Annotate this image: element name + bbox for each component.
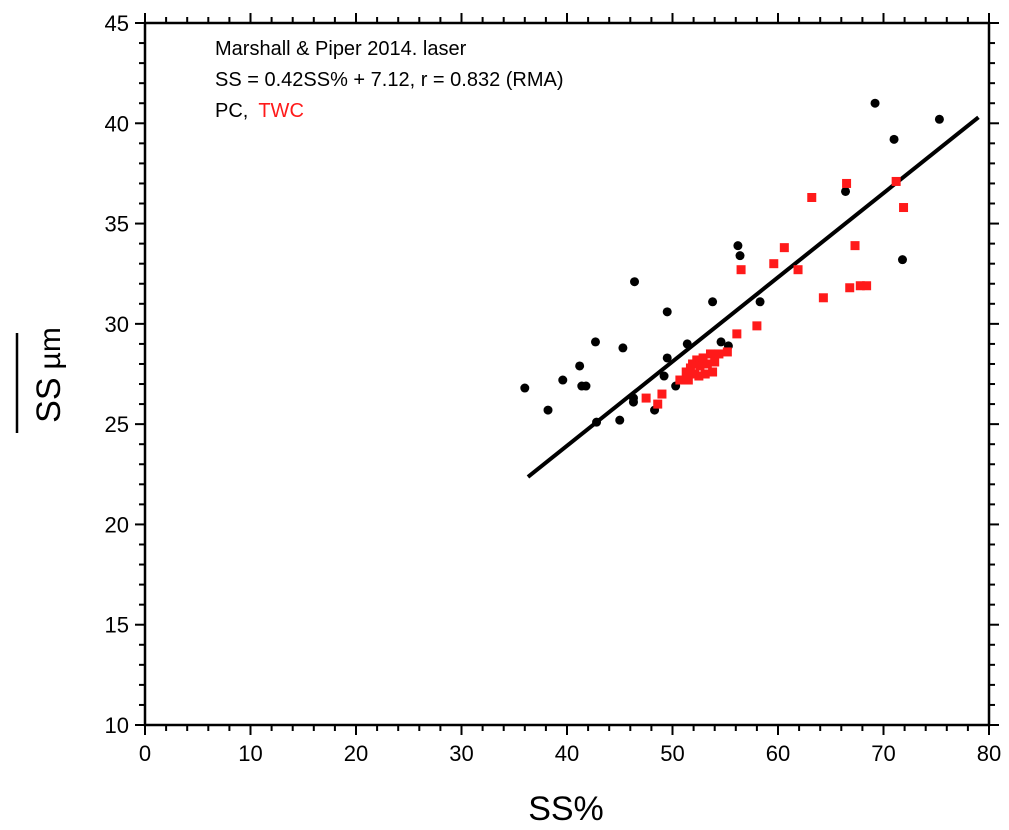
y-tick-label: 15 — [105, 613, 129, 638]
x-axis-title: SS% — [528, 790, 604, 828]
point-pc — [889, 134, 899, 144]
point-twc — [752, 321, 762, 331]
data-points — [520, 98, 944, 427]
point-twc — [694, 371, 704, 381]
point-pc — [615, 415, 625, 425]
point-pc — [543, 405, 553, 415]
point-pc — [841, 186, 851, 196]
legend-twc: TWC — [258, 100, 304, 122]
point-pc — [592, 417, 602, 427]
point-twc — [845, 283, 855, 293]
y-tick-label: 20 — [105, 512, 129, 537]
point-twc — [683, 375, 693, 385]
point-pc — [716, 337, 726, 347]
regression-line — [526, 115, 980, 479]
point-pc — [735, 251, 745, 261]
point-twc — [850, 241, 860, 251]
point-twc — [862, 281, 872, 291]
plot-frame — [143, 21, 991, 727]
point-twc — [818, 293, 828, 303]
point-twc — [793, 265, 803, 275]
point-pc — [558, 375, 568, 385]
point-twc — [653, 399, 663, 409]
point-pc — [659, 371, 669, 381]
point-twc — [695, 361, 705, 371]
annotation-source: Marshall & Piper 2014. laser — [215, 38, 467, 60]
point-twc — [657, 389, 667, 399]
axis-ticks — [135, 13, 999, 735]
point-twc — [732, 329, 742, 339]
x-tick-label: 40 — [555, 741, 579, 766]
x-tick-label: 60 — [766, 741, 790, 766]
annotation-legend: PC, TWC — [215, 100, 304, 122]
x-tick-label: 30 — [449, 741, 473, 766]
plot-border — [143, 21, 991, 727]
y-tick-label: 10 — [105, 713, 129, 738]
y-axis-title-text: SS µm — [30, 327, 68, 423]
y-tick-label: 45 — [105, 11, 129, 36]
point-pc — [618, 343, 628, 353]
x-tick-label: 10 — [238, 741, 262, 766]
point-pc — [662, 353, 672, 363]
point-twc — [700, 369, 710, 379]
y-axis-title: SS µm — [30, 327, 68, 423]
point-twc — [675, 375, 685, 385]
point-twc — [641, 393, 651, 403]
y-tick-label: 40 — [105, 111, 129, 136]
point-pc — [590, 337, 600, 347]
y-axis-title-unit: µm — [34, 327, 67, 369]
point-pc — [733, 241, 743, 251]
point-twc — [769, 259, 779, 269]
point-pc — [581, 381, 591, 391]
point-twc — [842, 178, 852, 188]
point-twc — [692, 355, 702, 365]
point-pc — [520, 383, 530, 393]
legend-pc: PC, — [215, 100, 248, 122]
point-pc — [662, 307, 672, 317]
point-twc — [698, 353, 708, 363]
x-tick-label: 50 — [660, 741, 684, 766]
point-pc — [682, 339, 692, 349]
annotation-equation: SS = 0.42SS% + 7.12, r = 0.832 (RMA) — [215, 69, 564, 91]
point-twc — [705, 349, 715, 359]
y-tick-label: 25 — [105, 412, 129, 437]
point-pc — [628, 397, 638, 407]
point-twc — [710, 357, 720, 367]
point-pc — [934, 114, 944, 124]
point-pc — [870, 98, 880, 108]
x-tick-label: 20 — [344, 741, 368, 766]
point-twc — [807, 192, 817, 202]
point-twc — [899, 203, 909, 213]
point-pc — [575, 361, 585, 371]
x-tick-label: 0 — [139, 741, 151, 766]
point-twc — [708, 367, 718, 377]
point-twc — [702, 359, 712, 369]
point-twc — [779, 243, 789, 253]
point-pc — [897, 255, 907, 265]
y-tick-label: 35 — [105, 212, 129, 237]
point-twc — [855, 281, 865, 291]
point-twc — [891, 176, 901, 186]
point-twc — [736, 265, 746, 275]
point-twc — [722, 347, 732, 357]
y-tick-label: 30 — [105, 312, 129, 337]
point-pc — [630, 277, 640, 287]
tick-labels: 0 10 20 30 40 50 60 70 80 10 15 20 25 30 35 40 45 — [105, 11, 1002, 766]
point-pc — [755, 297, 765, 307]
x-tick-label: 70 — [871, 741, 895, 766]
point-twc — [714, 349, 724, 359]
x-tick-label: 80 — [977, 741, 1001, 766]
y-axis-title-main: SS — [30, 377, 68, 422]
regression-layer — [526, 115, 980, 479]
point-pc — [708, 297, 718, 307]
